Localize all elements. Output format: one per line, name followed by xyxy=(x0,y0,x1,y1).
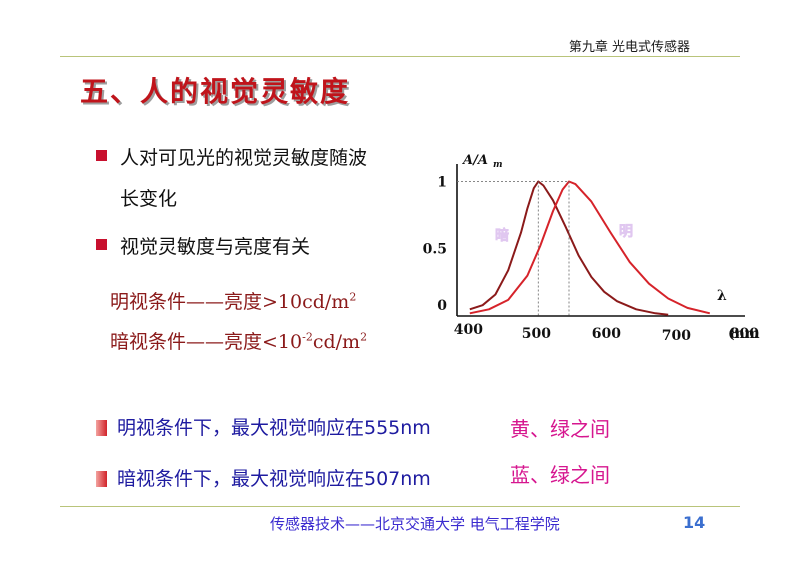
y-tick-label: 0.5 xyxy=(423,242,447,258)
series-label-1: 暗 xyxy=(495,227,509,244)
bullet-1-line1: 人对可见光的视觉灵敏度随波 xyxy=(120,147,368,169)
tag-scotopic: 蓝、绿之间 xyxy=(510,463,610,487)
gradient-bullet-icon xyxy=(96,471,107,487)
gradient-bullet-icon xyxy=(96,420,107,436)
scotopic-sup-b: 2 xyxy=(360,330,368,344)
bullet-square-icon xyxy=(96,239,107,250)
scotopic-label-a: 暗视条件——亮度<10 xyxy=(110,331,303,353)
y-axis-label-sub: m xyxy=(493,160,503,170)
x-tick-label: 500 xyxy=(522,326,551,342)
scotopic-label-b: cd/m xyxy=(312,331,361,353)
bullet-1-line2: 长变化 xyxy=(120,188,178,210)
y-axis-label: A/A xyxy=(461,153,488,168)
fact-photopic: 明视条件下，最大视觉响应在555nm xyxy=(117,417,431,439)
x-tick-label: 800 xyxy=(730,326,759,342)
chapter-header: 第九章 光电式传感器 xyxy=(568,40,690,55)
footer-rule xyxy=(60,506,740,507)
x-tick-label: 600 xyxy=(592,326,621,342)
x-tick-label: 400 xyxy=(454,322,483,338)
sensitivity-chart: A/A m 0 0.5 1 400 500 600 700 800(nm λ 暗 明 xyxy=(423,153,760,344)
page-title: 五、人的视觉灵敏度 xyxy=(80,75,351,108)
footer-text: 传感器技术——北京交通大学 电气工程学院 xyxy=(270,515,560,533)
photopic-condition: 明视条件——亮度>10cd/m2 xyxy=(110,287,356,314)
scotopic-sup-a: -2 xyxy=(302,330,313,344)
y-tick-label: 0 xyxy=(437,298,447,314)
fact-scotopic: 暗视条件下，最大视觉响应在507nm xyxy=(117,468,431,490)
photopic-label: 明视条件——亮度>10cd/m xyxy=(110,291,350,313)
x-axis-symbol: λ xyxy=(717,288,727,304)
photopic-sup: 2 xyxy=(349,290,357,304)
series-line-2 xyxy=(469,180,711,315)
bullet-square-icon xyxy=(96,150,107,161)
tag-photopic: 黄、绿之间 xyxy=(510,417,610,441)
x-tick-label: 700 xyxy=(662,328,691,344)
bullet-2: 视觉灵敏度与亮度有关 xyxy=(120,236,311,258)
x-axis-unit: (nm xyxy=(728,326,760,342)
scotopic-condition: 暗视条件——亮度<10-2cd/m2 xyxy=(110,327,367,354)
series-line-1 xyxy=(469,180,669,316)
page-number: 14 xyxy=(683,513,706,532)
series-label-2: 明 xyxy=(619,224,633,240)
header-rule xyxy=(60,56,740,57)
y-tick-label: 1 xyxy=(437,174,447,190)
